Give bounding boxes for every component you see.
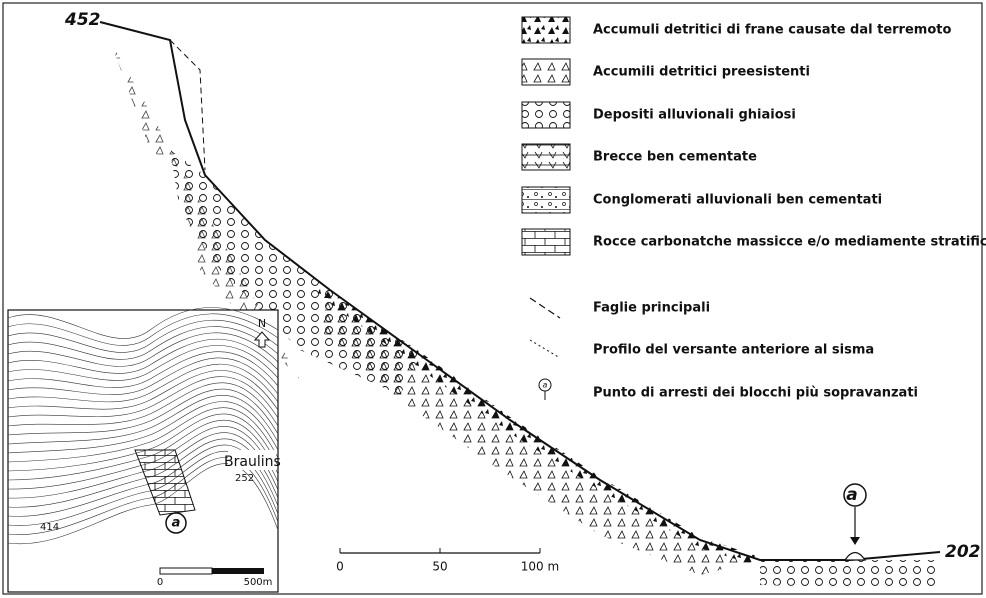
legend-label: Accumili detritici preesistenti: [593, 65, 810, 80]
swatch-profile: [530, 340, 560, 358]
inset-scale-label: 500m: [244, 577, 273, 588]
diagram: a 452 202 0 50 100 m a Accumuli detritic…: [0, 0, 986, 598]
alluvium: [760, 560, 940, 590]
inset-elevation: 252: [235, 473, 254, 484]
swatch: [522, 17, 570, 43]
inset-scale-light: [160, 568, 212, 574]
marker-arrowhead: [850, 537, 860, 545]
swatch: [522, 102, 570, 128]
swatch: [522, 229, 570, 255]
legend-label: Accumuli detritici di frane causate dal …: [593, 23, 951, 38]
legend-label: Depositi alluvionali ghiaiosi: [593, 108, 796, 123]
legend-label: Punto di arresti dei blocchi più soprava…: [593, 386, 918, 401]
legend-label: Rocce carbonatche massicce e/o mediament…: [593, 235, 986, 250]
legend-label: Brecce ben cementate: [593, 150, 757, 165]
legend-label: Profilo del versante anteriore al sisma: [593, 343, 874, 358]
top-elevation: 452: [64, 10, 101, 30]
legend-label: Faglie principali: [593, 301, 710, 316]
inset-elevation: 414: [40, 522, 59, 533]
inset-scale-dark: [212, 568, 264, 574]
scale-label: 50: [432, 560, 447, 574]
swatch: [522, 187, 570, 213]
scale-label: 100 m: [521, 560, 559, 574]
swatch-fault: [530, 298, 560, 318]
swatch-marker-label: a: [543, 381, 548, 390]
scale-bar: 0 50 100 m: [336, 548, 559, 574]
north-label: N: [258, 317, 266, 330]
block: [845, 553, 865, 561]
inset-marker-label: a: [172, 516, 181, 531]
marker-label: a: [846, 485, 857, 505]
inset-map: Braulins 252 414 N a 0 500m: [8, 308, 281, 593]
legend: a Accumuli detritici di frane causate da…: [522, 17, 986, 401]
page: a 452 202 0 50 100 m a Accumuli detritic…: [0, 0, 986, 598]
legend-label: Conglomerati alluvionali ben cementati: [593, 193, 882, 208]
scale-label: 0: [336, 560, 344, 574]
inset-place: Braulins: [224, 454, 281, 470]
swatch: [522, 59, 570, 85]
bottom-elevation: 202: [945, 542, 981, 562]
swatch: [522, 144, 570, 170]
inset-scale-label: 0: [157, 577, 163, 588]
